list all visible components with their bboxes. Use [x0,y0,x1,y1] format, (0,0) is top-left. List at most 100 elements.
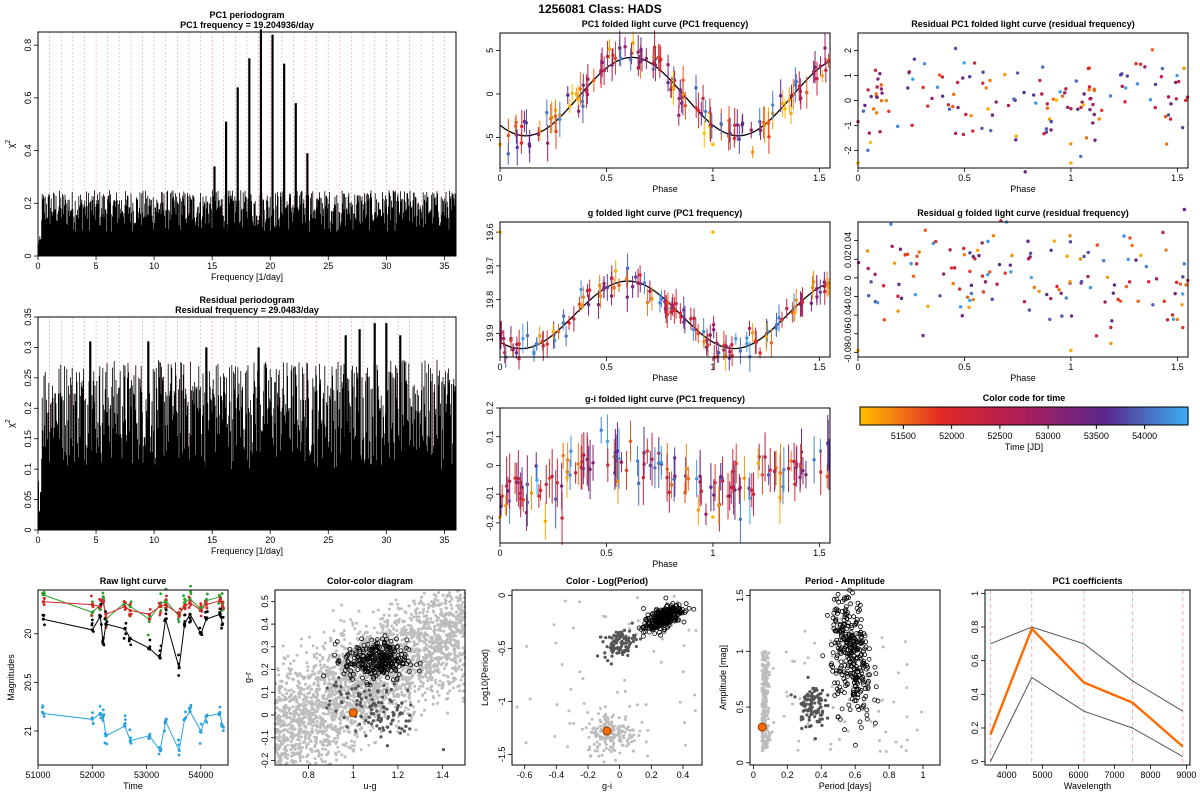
background-point [286,723,290,727]
color-swatch [1097,407,1102,425]
plot-frame [499,32,831,169]
background-point [453,647,457,651]
color-swatch [925,407,929,425]
rrlyrae-point [392,682,396,686]
data-point [561,453,565,458]
data-point [183,620,187,623]
background-point [437,602,441,606]
background-point [290,718,294,722]
data-point [1091,102,1095,107]
class-point [395,652,401,658]
data-point [535,342,539,346]
background-point [458,689,462,693]
data-point [189,584,192,588]
class-point [372,656,378,662]
background-point [379,675,383,679]
data-point [605,54,610,59]
data-point [514,351,519,355]
background-point [371,610,375,614]
y-tick-label: 19.6 [485,223,495,241]
background-point [612,727,616,731]
background-point [594,733,598,737]
class-point [394,675,400,681]
data-point [778,471,783,475]
background-point [378,691,382,695]
background-point [447,591,451,595]
data-point [968,251,972,255]
background-point [437,693,441,697]
background-point [293,695,297,699]
rrlyrae-point [381,728,386,732]
rrlyrae-point [404,719,408,723]
background-point [374,683,378,687]
background-point [605,736,609,740]
color-swatch [999,407,1003,425]
background-point [317,754,321,758]
data-point [1165,318,1170,322]
data-point [129,600,133,604]
data-point [880,91,884,95]
background-point [367,743,371,747]
background-point [422,591,426,595]
data-point [148,647,152,651]
data-point [521,498,526,502]
background-point [329,723,333,727]
data-point [538,129,542,133]
data-point [1124,86,1128,90]
x-tick-label: 0 [497,173,502,183]
rrlyrae-point [363,689,367,693]
data-point [645,449,650,453]
data-point [1126,257,1130,262]
background-point [359,748,363,752]
data-point [606,463,610,467]
data-point [184,710,187,714]
data-point [889,222,893,226]
data-point [876,77,880,81]
background-point [358,709,362,713]
background-point [402,709,406,713]
data-point [750,488,754,492]
data-point [1148,98,1153,102]
background-point [316,724,320,728]
data-point [642,462,646,466]
class-point [385,643,391,649]
x-tick-label: 30 [381,535,391,545]
background-point [586,710,590,714]
color-swatch [1021,407,1025,425]
data-point [946,103,951,107]
background-point [368,634,372,638]
data-point [1032,285,1037,290]
data-point [625,266,630,271]
background-point [431,604,435,608]
data-point [701,330,706,334]
rrlyrae-point [353,686,358,691]
color-swatch [1034,407,1039,425]
x-tick-label: 5 [94,535,99,545]
background-point [361,633,365,637]
background-point [560,663,564,667]
background-point [291,746,295,750]
background-point [277,738,281,742]
data-point [1130,243,1134,248]
background-point [441,620,445,624]
x-tick-label: 0.5 [958,173,971,183]
background-point [617,732,621,736]
background-point [433,597,437,601]
rrlyrae-point [359,714,363,718]
background-point [299,637,303,641]
data-point [951,104,955,109]
background-point [289,692,293,696]
background-point [286,743,290,747]
data-point [751,150,755,154]
data-point [609,294,614,298]
background-point [307,691,311,695]
background-point [406,733,410,737]
y-tick-label: -0.06 [843,323,853,344]
data-point [969,113,973,118]
background-point [646,754,650,758]
background-point [607,723,611,727]
data-point [665,312,669,317]
data-point [922,62,927,66]
color-swatch [942,407,946,425]
rrlyrae-point [339,700,344,704]
